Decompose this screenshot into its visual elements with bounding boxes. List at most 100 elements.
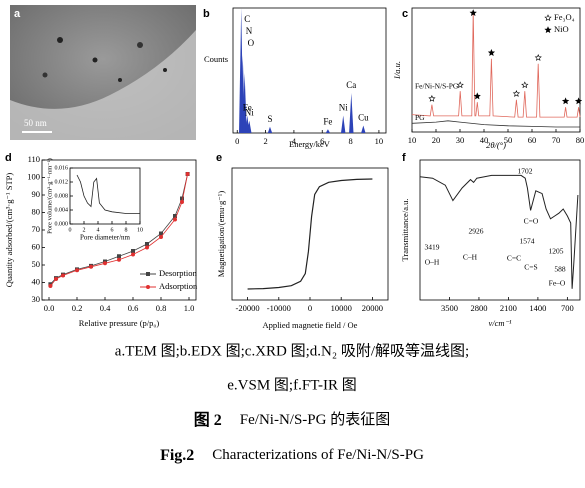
spectrum-peak <box>341 115 346 133</box>
legend-label: Fe₃O₄ <box>554 12 575 22</box>
x-tick-label: 0 <box>235 136 239 146</box>
x-tick-label: 3500 <box>441 303 458 313</box>
x-tick-label: 2100 <box>500 303 517 313</box>
data-point <box>61 273 65 278</box>
y-axis-label: I/a.u. <box>392 61 402 80</box>
y-tick-label: 40 <box>32 276 41 286</box>
x-tick-label: 2 <box>263 136 267 146</box>
x-tick-label: 1400 <box>529 303 546 313</box>
data-point <box>145 242 149 246</box>
data-point <box>145 245 149 250</box>
figure-title: Characterizations of Fe/Ni-N/S-PG <box>212 447 424 463</box>
x-tick-label: 50 <box>504 135 513 145</box>
band-annotation: C=S <box>524 263 537 272</box>
data-point <box>173 217 177 222</box>
phase-marker <box>512 90 521 97</box>
x-tick-label: 30 <box>456 135 465 145</box>
phase-marker <box>473 92 481 100</box>
x-tick-label: 20 <box>432 135 441 145</box>
x-tick-label: 4 <box>97 227 100 233</box>
data-point <box>185 172 190 176</box>
x-tick-label: 1.0 <box>184 303 195 313</box>
x-tick-label: 2800 <box>470 303 487 313</box>
panel-label: f <box>402 152 406 164</box>
caption-line: e.VSM 图;f.FT-IR 图 <box>227 376 356 393</box>
x-tick-label: 0 <box>69 227 72 233</box>
x-axis-label: ν/cm⁻¹ <box>488 318 512 328</box>
x-tick-label: -20000 <box>236 303 260 313</box>
x-tick-label: 700 <box>561 303 574 313</box>
x-tick-label: 10 <box>408 135 417 145</box>
y-tick-label: 0.004 <box>55 207 69 213</box>
legend-symbol <box>544 26 552 33</box>
peak-label: Ni <box>339 103 348 113</box>
peak-label: N <box>246 26 253 36</box>
series-label: Fe/Ni-N/S-PG <box>415 81 459 90</box>
scale-bar-label: 50 nm <box>24 118 47 128</box>
peak-label: Ca <box>346 80 356 90</box>
series-label: PG <box>415 113 425 122</box>
x-tick-label: 6 <box>111 227 114 233</box>
inset-line <box>76 174 140 214</box>
magnetization-curve <box>247 178 373 290</box>
data-point <box>131 252 135 257</box>
data-point <box>180 200 184 204</box>
data-point <box>117 254 121 259</box>
plot-frame <box>411 7 581 133</box>
x-axis-label: 2θ/(°) <box>486 140 506 150</box>
phase-marker <box>574 97 583 105</box>
phase-marker <box>487 49 496 56</box>
x-tick-label: 0.4 <box>100 303 111 313</box>
legend-symbol <box>146 285 150 289</box>
spectrum-peak <box>325 129 331 133</box>
y-tick-label: 110 <box>28 154 40 164</box>
x-tick-label: 70 <box>552 135 561 145</box>
panel-label: e <box>216 152 222 164</box>
figure-label: 图 2 <box>194 411 222 429</box>
inset-x-label: Pore diameter/nm <box>80 234 131 242</box>
legend-label: NiO <box>554 24 569 34</box>
phase-marker <box>534 54 542 61</box>
data-point <box>89 264 93 269</box>
data-point <box>75 268 79 273</box>
phase-marker <box>428 94 436 102</box>
data-point <box>180 196 184 201</box>
peak-label: Ni <box>245 108 254 118</box>
phase-marker <box>469 9 477 17</box>
x-axis-label: Energy/keV <box>289 139 331 149</box>
legend-label: Adsorption <box>159 281 198 291</box>
spectrum-peak <box>349 93 354 133</box>
band-annotation: 1574 <box>520 237 535 246</box>
x-tick-label: 10000 <box>331 303 352 313</box>
peak-label: Fe <box>243 103 252 113</box>
figure-label: Fig.2 <box>160 447 194 464</box>
x-tick-label: 8 <box>125 227 128 233</box>
y-axis-label: Magnetigation/(emu·g⁻¹) <box>216 191 226 278</box>
legend-symbol <box>544 14 552 21</box>
spectrum-peak <box>242 73 247 133</box>
peak-label: Fe <box>323 116 332 126</box>
band-annotation: Fe–O <box>549 279 566 288</box>
band-annotation: O–H <box>425 258 440 267</box>
band-annotation: C=O <box>524 217 539 226</box>
data-point <box>48 284 53 288</box>
band-annotation: 1205 <box>549 247 564 256</box>
peak-label: C <box>244 14 250 24</box>
x-tick-label: -10000 <box>267 303 291 313</box>
x-tick-label: 0.8 <box>156 303 167 313</box>
y-tick-label: 0.008 <box>55 193 69 199</box>
figure-title-en: Fig.2 Characterizations of Fe/Ni-N/S-PG <box>160 447 424 464</box>
x-tick-label: 20000 <box>362 303 383 313</box>
x-tick-label: 10 <box>375 136 384 146</box>
x-tick-label: 4 <box>292 136 297 146</box>
phase-marker <box>561 97 570 105</box>
y-axis-label: Quantity adsorbed/(cm³·g⁻¹ STP) <box>4 173 14 288</box>
y-tick-label: 90 <box>32 189 41 199</box>
x-tick-label: 0 <box>308 303 312 313</box>
x-tick-label: 0.2 <box>72 303 83 313</box>
band-annotation: 2926 <box>469 227 484 236</box>
peak-label: Cu <box>358 113 369 123</box>
ftir-curve <box>419 174 579 289</box>
panel-label: b <box>203 8 210 20</box>
figure-title-cn: 图 2 Fe/Ni-N/S-PG 的表征图 <box>194 411 390 429</box>
